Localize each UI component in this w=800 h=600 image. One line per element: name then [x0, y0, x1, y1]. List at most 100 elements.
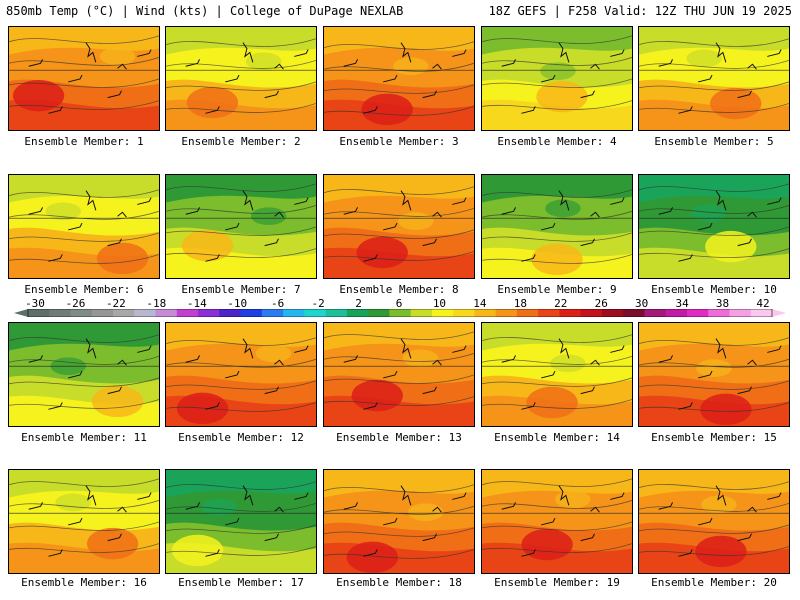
colorbar-swatch: [389, 309, 412, 317]
colorbar-swatch: [283, 309, 305, 317]
map-panel: [8, 469, 160, 574]
member-label: Ensemble Member: 13: [336, 431, 462, 444]
colorbar-swatch: [516, 309, 539, 317]
colorbar-tick-label: 34: [675, 297, 689, 310]
map-panel: [323, 26, 475, 131]
colorbar-swatch: [580, 309, 603, 317]
colorbar-swatch: [198, 309, 220, 317]
colorbar-tick-label: 6: [395, 297, 403, 310]
member-label: Ensemble Member: 8: [339, 283, 459, 296]
map-panel: [165, 174, 317, 279]
colorbar-swatch: [49, 309, 72, 317]
colorbar-swatch: [474, 309, 497, 317]
member-label: Ensemble Member: 12: [178, 431, 304, 444]
colorbar-swatch: [623, 309, 645, 317]
colorbar-tick-label: -30: [25, 297, 45, 310]
colorbar-tick-label: 30: [635, 297, 649, 310]
map-panel: [323, 322, 475, 427]
colorbar-swatch: [113, 309, 135, 317]
valid-time: 18Z GEFS | F258 Valid: 12Z THU JUN 19 20…: [488, 4, 792, 18]
colorbar-tick-label: -18: [146, 297, 167, 310]
member-label: Ensemble Member: 4: [497, 135, 617, 148]
map-panel: [481, 26, 633, 131]
member-label: Ensemble Member: 9: [497, 283, 617, 296]
colorbar-tick-label: 10: [432, 297, 447, 310]
colorbar-arrow-right: [772, 309, 786, 317]
member-label: Ensemble Member: 16: [21, 576, 147, 589]
colorbar-swatch: [346, 309, 369, 317]
map-panel: [323, 469, 475, 574]
colorbar-tick-label: -10: [227, 297, 248, 310]
member-label: Ensemble Member: 2: [181, 135, 301, 148]
colorbar-swatch: [750, 309, 773, 317]
map-panel: [481, 469, 633, 574]
colorbar-swatch: [453, 309, 475, 317]
map-panel: [481, 322, 633, 427]
colorbar-swatch: [134, 309, 157, 317]
colorbar-swatch: [28, 309, 50, 317]
member-label: Ensemble Member: 20: [651, 576, 777, 589]
map-panel: [638, 26, 790, 131]
colorbar-swatch: [686, 309, 709, 317]
map-panel: [165, 322, 317, 427]
chart-title: 850mb Temp (°C) | Wind (kts) | College o…: [6, 4, 404, 18]
map-panel: [8, 174, 160, 279]
colorbar-tick-label: 38: [715, 297, 730, 310]
member-label: Ensemble Member: 19: [494, 576, 620, 589]
colorbar-swatch: [304, 309, 327, 317]
colorbar-tick-label: -26: [65, 297, 86, 310]
colorbar-tick-label: -6: [271, 297, 285, 310]
member-label: Ensemble Member: 18: [336, 576, 462, 589]
map-panel: [323, 174, 475, 279]
colorbar-swatch: [219, 309, 242, 317]
colorbar-swatch: [368, 309, 390, 317]
colorbar-tick-label: -14: [186, 297, 207, 310]
map-panel: [638, 322, 790, 427]
member-label: Ensemble Member: 17: [178, 576, 304, 589]
member-label: Ensemble Member: 15: [651, 431, 777, 444]
colorbar-tick-label: 14: [473, 297, 487, 310]
member-label: Ensemble Member: 5: [654, 135, 774, 148]
colorbar-swatch: [601, 309, 624, 317]
colorbar-swatch: [91, 309, 114, 317]
colorbar-tick-label: 2: [355, 297, 362, 310]
colorbar-swatch: [261, 309, 284, 317]
colorbar-swatch: [240, 309, 263, 317]
colorbar-swatch: [70, 309, 93, 317]
colorbar-swatch: [325, 309, 348, 317]
map-panel: [165, 26, 317, 131]
colorbar-swatch: [176, 309, 199, 317]
colorbar-tick-label: 42: [756, 297, 770, 310]
member-label: Ensemble Member: 6: [24, 283, 144, 296]
map-panel: [638, 174, 790, 279]
colorbar-swatch: [410, 309, 433, 317]
colorbar-swatch: [665, 309, 688, 317]
colorbar-ticks: -30 -26 -22 -18 -14 -10 -6 -2 2 6 10 14 18 22 26 30 34 38…: [0, 297, 800, 310]
map-panel: [8, 322, 160, 427]
member-label: Ensemble Member: 11: [21, 431, 147, 444]
map-panel: [638, 469, 790, 574]
member-label: Ensemble Member: 1: [24, 135, 144, 148]
colorbar-swatch: [559, 309, 582, 317]
colorbar-swatch: [155, 309, 178, 317]
map-panel: [165, 469, 317, 574]
colorbar-arrow-left: [14, 309, 28, 317]
colorbar-tick-label: -22: [105, 297, 126, 310]
member-label: Ensemble Member: 3: [339, 135, 459, 148]
member-label: Ensemble Member: 7: [181, 283, 301, 296]
colorbar-swatch: [644, 309, 667, 317]
map-panel: [8, 26, 160, 131]
colorbar-tick-label: 22: [554, 297, 568, 310]
colorbar-swatch: [729, 309, 752, 317]
colorbar-tick-label: -2: [311, 297, 325, 310]
colorbar-swatch: [538, 309, 560, 317]
colorbar-tick-label: 26: [594, 297, 608, 310]
member-label: Ensemble Member: 14: [494, 431, 620, 444]
map-panel: [481, 174, 633, 279]
colorbar: [14, 309, 786, 317]
colorbar-tick-label: 18: [513, 297, 527, 310]
colorbar-swatch: [708, 309, 730, 317]
colorbar-swatch: [495, 309, 518, 317]
member-label: Ensemble Member: 10: [651, 283, 777, 296]
colorbar-swatch: [431, 309, 454, 317]
